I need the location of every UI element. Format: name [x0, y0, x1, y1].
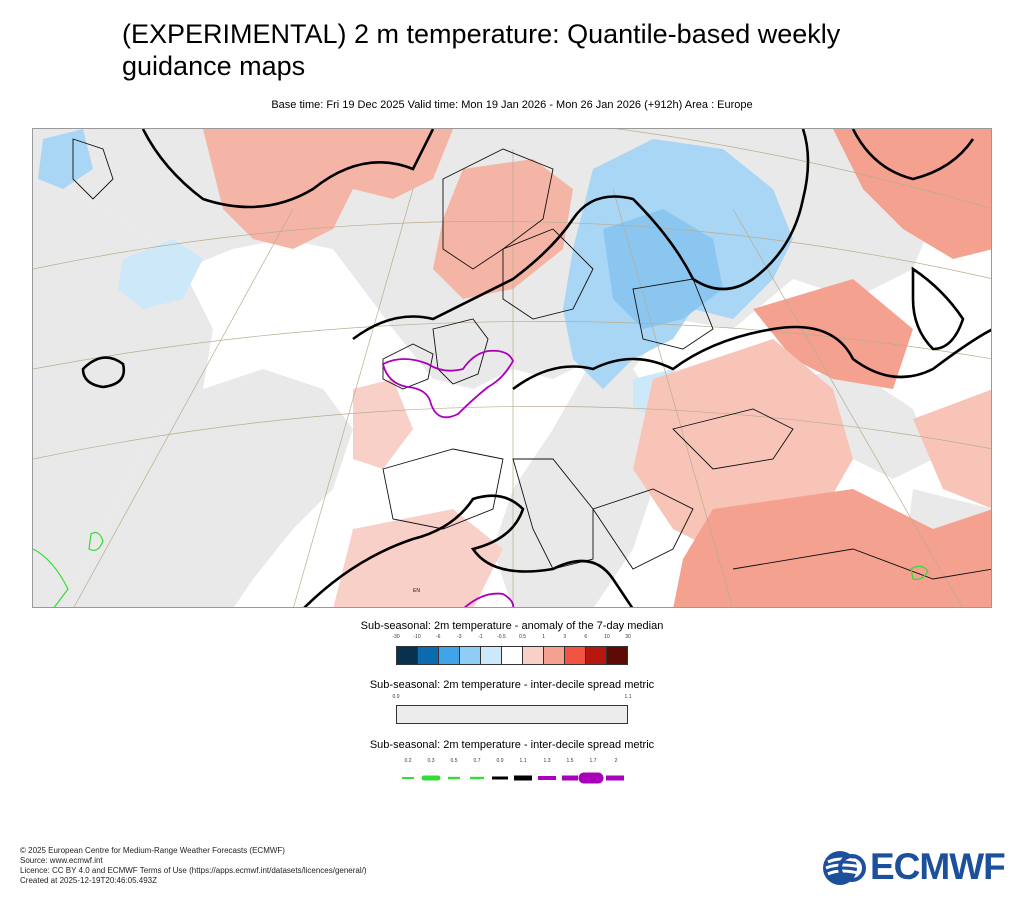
line-tick-label: 1.5: [566, 758, 574, 764]
line-tick-label: 1.1: [519, 758, 527, 764]
legend-spread-lines-ticks: 0.2 0.3 0.5 0.7 0.9 1.1 1.3 1.5 1.7 2: [0, 758, 1024, 768]
map-canvas: EN: [33, 129, 991, 607]
colorbar-tick-label: 3: [563, 634, 567, 640]
colorbar-swatch: [481, 647, 502, 664]
colorbar-swatch: [607, 647, 627, 664]
legend-anomaly-colorbar: [396, 646, 628, 665]
line-tick-label: 0.2: [404, 758, 412, 764]
colorbar-tick-label: -0.5: [497, 634, 506, 640]
line-tick-label: 0.3: [427, 758, 435, 764]
spread-contours-green: [33, 531, 929, 607]
map-subtitle: Base time: Fri 19 Dec 2025 Valid time: M…: [271, 99, 753, 111]
title-line-2: guidance maps: [122, 51, 306, 81]
legend-spread-fill-ticks: 0.9 1.1: [0, 694, 1024, 704]
warm-anomaly: [203, 129, 991, 607]
colorbar-tick-label: -6: [435, 634, 441, 640]
legend-anomaly-title: Sub-seasonal: 2m temperature - anomaly o…: [360, 620, 664, 632]
map-town-label: EN: [413, 588, 420, 594]
colorbar-tick-label: 1: [542, 634, 546, 640]
spread-contours-black: [81, 129, 991, 607]
page-title: (EXPERIMENTAL) 2 m temperature: Quantile…: [122, 18, 922, 82]
spread-contours-magenta: [381, 349, 515, 607]
colorbar-tick-label: 10: [604, 634, 610, 640]
footer-copyright: © 2025 European Centre for Medium-Range …: [20, 846, 285, 855]
legend-spread-fill-bar: [396, 705, 628, 724]
colorbar-swatch: [439, 647, 460, 664]
line-tick-label: 0.7: [473, 758, 481, 764]
colorbar-swatch: [418, 647, 439, 664]
ecmwf-logo: ECMWF: [822, 846, 1007, 887]
legend-anomaly-ticks: -30 -10 -6 -3 -1 -0.5 0.5 1 3 6 10 30: [0, 634, 1024, 644]
temperature-anomaly-map: EN: [32, 128, 992, 608]
footer-source: Source: www.ecmwf.int: [20, 856, 103, 865]
ecmwf-logo-icon: [823, 851, 867, 885]
legend-spread-fill-title: Sub-seasonal: 2m temperature - inter-dec…: [369, 679, 655, 691]
colorbar-tick-label: 30: [625, 634, 631, 640]
colorbar-swatch: [586, 647, 607, 664]
line-tick-label: 0.9: [496, 758, 504, 764]
spread-tick-label: 0.9: [392, 694, 400, 700]
ecmwf-logo-text: ECMWF: [870, 846, 1006, 887]
graticule: [33, 129, 991, 607]
legend-spread-lines-title: Sub-seasonal: 2m temperature - inter-dec…: [369, 739, 655, 751]
colorbar-swatch: [523, 647, 544, 664]
colorbar-tick-label: -1: [478, 634, 483, 640]
colorbar-swatch: [544, 647, 565, 664]
footer-credits: © 2025 European Centre for Medium-Range …: [20, 846, 367, 886]
footer-created: Created at 2025-12-19T20:46:05.493Z: [20, 876, 157, 885]
line-tick-label: 0.5: [450, 758, 458, 764]
line-tick-label: 2: [614, 758, 618, 764]
colorbar-tick-label: -30: [392, 634, 400, 640]
colorbar-tick-label: -3: [457, 634, 462, 640]
colorbar-tick-label: 0.5: [519, 634, 527, 640]
colorbar-swatch: [397, 647, 418, 664]
colorbar-swatch: [502, 647, 523, 664]
colorbar-swatch: [460, 647, 481, 664]
line-tick-label: 1.7: [589, 758, 597, 764]
colorbar-tick-label: 6: [584, 634, 588, 640]
legend-spread-lines-samples: [402, 772, 624, 784]
footer-licence: Licence: CC BY 4.0 and ECMWF Terms of Us…: [20, 866, 367, 875]
line-tick-label: 1.3: [543, 758, 551, 764]
title-line-1: (EXPERIMENTAL) 2 m temperature: Quantile…: [122, 19, 841, 49]
colorbar-swatch: [565, 647, 586, 664]
colorbar-tick-label: -10: [413, 634, 421, 640]
coastlines: [72, 138, 991, 580]
spread-tick-label: 1.1: [624, 694, 632, 700]
